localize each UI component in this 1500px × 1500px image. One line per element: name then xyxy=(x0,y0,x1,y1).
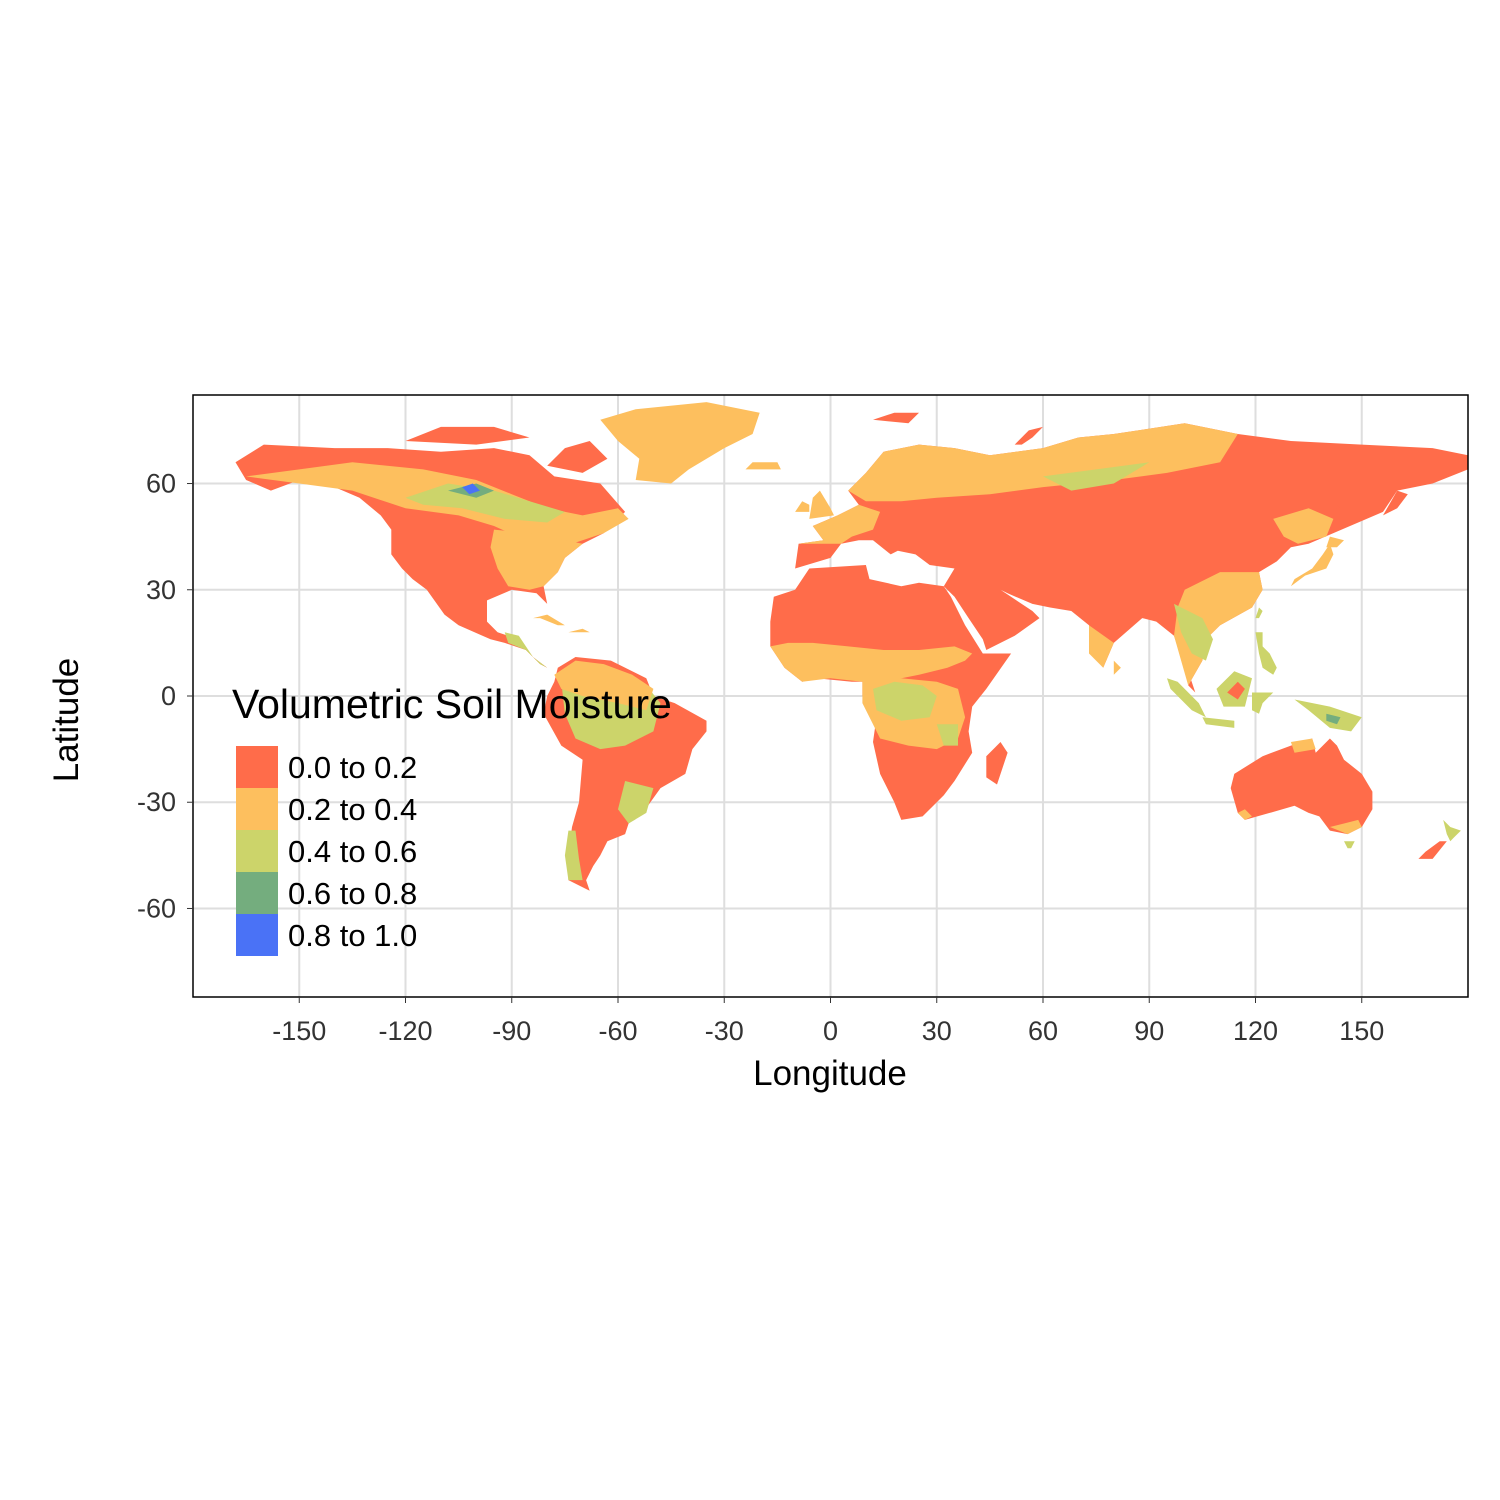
region-australia-south-rim xyxy=(1237,809,1252,820)
region-sakhalin xyxy=(1333,504,1341,534)
region-sumatra xyxy=(1167,678,1206,718)
region-svalbard xyxy=(873,412,919,424)
region-chile-south xyxy=(564,830,583,881)
legend: Volumetric Soil Moisture 0.0 to 0.2 0.2 t… xyxy=(232,681,672,956)
region-canada-lakes-b xyxy=(462,483,480,495)
legend-title: Volumetric Soil Moisture xyxy=(232,681,672,727)
region-baffin-island xyxy=(547,441,608,473)
region-siberia-moist xyxy=(1043,462,1150,491)
region-scandinavia-belt xyxy=(848,423,1238,502)
y-tick-label: 0 xyxy=(161,681,176,711)
y-axis-ticks: 60 30 0 -30 -60 xyxy=(137,469,193,923)
y-tick-label: -60 xyxy=(137,893,176,923)
legend-swatch xyxy=(236,788,278,830)
y-tick-label: 60 xyxy=(146,469,176,499)
x-tick-label: -30 xyxy=(705,1016,744,1046)
region-congo-moist xyxy=(873,681,937,721)
legend-swatch xyxy=(236,914,278,956)
land-regions xyxy=(235,402,1468,891)
x-axis-title: Longitude xyxy=(753,1054,907,1093)
region-hokkaido xyxy=(1326,536,1344,548)
y-axis-title: Latitude xyxy=(47,658,86,783)
legend-label: 0.8 to 1.0 xyxy=(288,918,417,953)
region-far-east xyxy=(1273,508,1334,544)
region-cuba xyxy=(533,614,565,626)
y-tick-label: -30 xyxy=(137,787,176,817)
region-madagascar xyxy=(986,742,1008,785)
region-kamchatka xyxy=(1383,490,1408,516)
region-europe-west xyxy=(798,504,881,544)
region-sahel-band xyxy=(770,642,973,689)
x-tick-label: 120 xyxy=(1233,1016,1278,1046)
x-tick-label: -60 xyxy=(598,1016,637,1046)
region-borneo-core xyxy=(1227,681,1245,700)
x-axis-ticks: -150 -120 -90 -60 -30 0 30 60 90 120 150 xyxy=(272,997,1384,1046)
region-sulawesi xyxy=(1252,692,1274,714)
region-nz-north xyxy=(1443,819,1461,842)
legend-label: 0.6 to 0.8 xyxy=(288,876,417,911)
region-southeast-asia-moist xyxy=(1174,603,1213,661)
legend-label: 0.0 to 0.2 xyxy=(288,750,417,785)
region-java xyxy=(1202,717,1235,728)
region-sri-lanka xyxy=(1113,660,1121,675)
region-australia-se-rim xyxy=(1329,819,1362,835)
region-new-guinea-moist xyxy=(1326,713,1341,725)
region-iceland xyxy=(745,462,781,470)
region-east-asia xyxy=(1174,572,1263,686)
x-tick-label: -150 xyxy=(272,1016,326,1046)
region-greenland xyxy=(600,402,760,484)
region-ireland xyxy=(795,501,810,512)
region-india-south xyxy=(1089,625,1114,668)
region-boreal-moist xyxy=(405,483,565,523)
region-amazon-fringe xyxy=(554,660,654,711)
region-australia-n-rim xyxy=(1290,738,1316,753)
region-hispaniola xyxy=(568,628,590,633)
region-central-america-moist xyxy=(504,632,548,668)
region-pampas xyxy=(618,781,654,824)
x-tick-label: -90 xyxy=(492,1016,531,1046)
y-tick-label: 30 xyxy=(146,575,176,605)
region-australia xyxy=(1230,738,1373,835)
legend-swatch xyxy=(236,830,278,872)
region-east-africa-moist xyxy=(936,724,958,746)
region-nz-south xyxy=(1418,841,1447,859)
region-tasmania xyxy=(1344,841,1355,849)
region-japan xyxy=(1290,543,1334,587)
legend-items: 0.0 to 0.2 0.2 to 0.4 0.4 to 0.6 0.6 to 0.8… xyxy=(236,746,417,956)
x-tick-label: 150 xyxy=(1339,1016,1384,1046)
x-tick-label: 60 xyxy=(1028,1016,1058,1046)
legend-label: 0.4 to 0.6 xyxy=(288,834,417,869)
x-tick-label: 30 xyxy=(922,1016,952,1046)
region-philippines xyxy=(1255,632,1277,675)
region-eastern-us xyxy=(490,529,583,590)
x-tick-label: 0 xyxy=(823,1016,838,1046)
region-north-america xyxy=(235,444,626,668)
x-tick-label: -120 xyxy=(378,1016,432,1046)
region-british-isles xyxy=(809,490,834,519)
legend-swatch xyxy=(236,746,278,788)
legend-swatch xyxy=(236,872,278,914)
x-tick-label: 90 xyxy=(1134,1016,1164,1046)
region-taiwan xyxy=(1255,607,1263,619)
legend-label: 0.2 to 0.4 xyxy=(288,792,417,827)
region-novaya-zemlya xyxy=(1014,426,1043,445)
region-arctic-islands xyxy=(405,426,530,445)
